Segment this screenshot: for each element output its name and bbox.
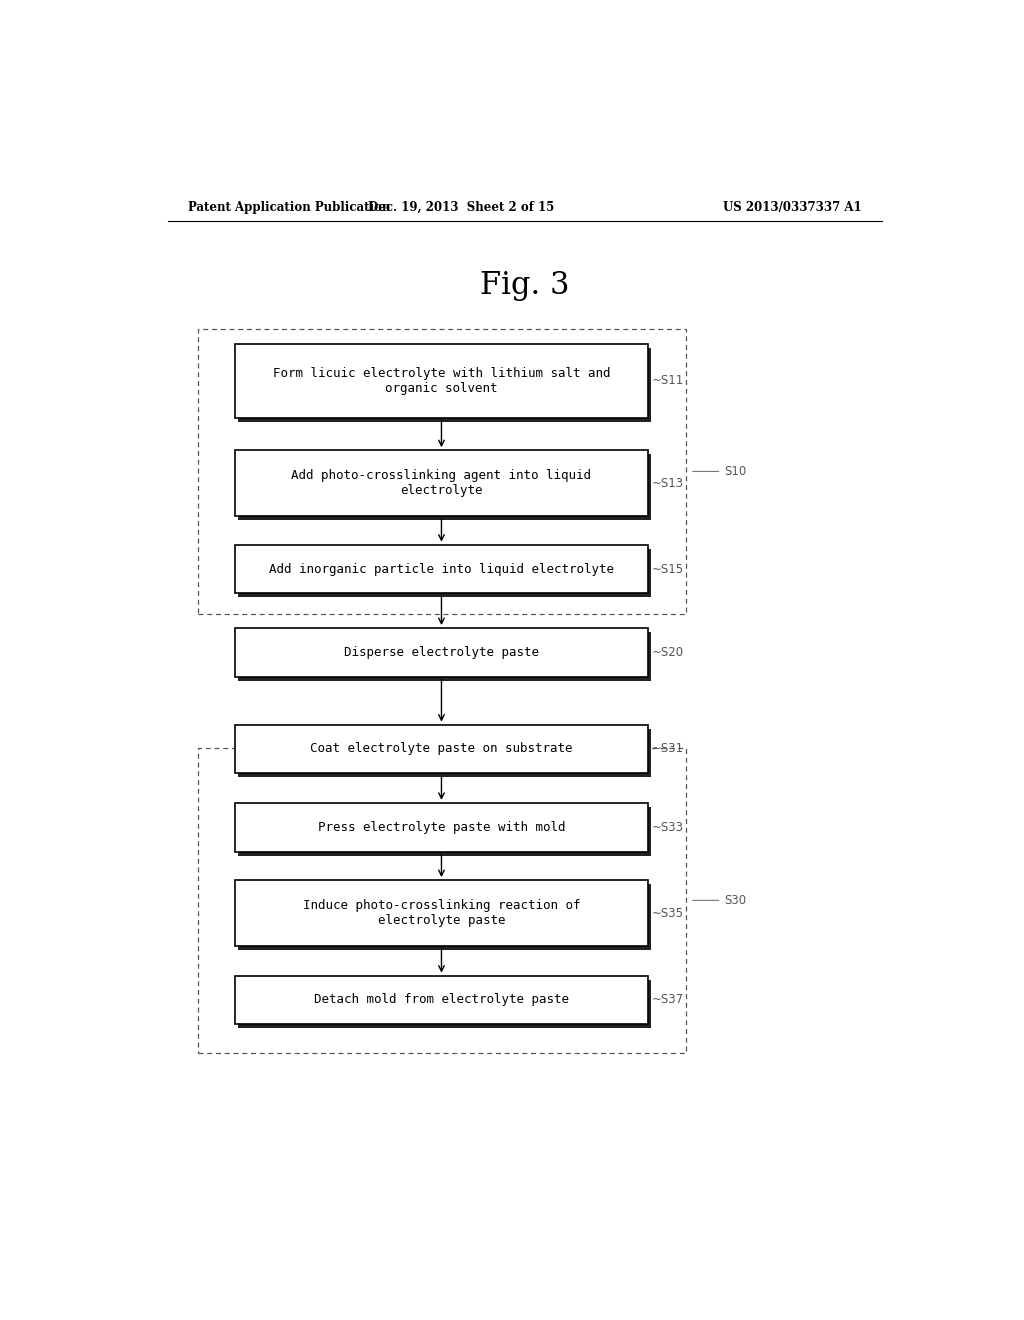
Text: ~S31: ~S31 <box>652 742 684 755</box>
Bar <box>236 880 648 946</box>
Bar <box>239 632 651 681</box>
Bar <box>239 454 651 520</box>
Text: Patent Application Publication: Patent Application Publication <box>187 201 390 214</box>
Bar <box>236 545 648 594</box>
Text: Press electrolyte paste with mold: Press electrolyte paste with mold <box>317 821 565 834</box>
Text: ~S13: ~S13 <box>652 477 684 490</box>
Bar <box>198 748 686 1053</box>
Text: US 2013/0337337 A1: US 2013/0337337 A1 <box>723 201 862 214</box>
Bar <box>239 979 651 1028</box>
Text: Detach mold from electrolyte paste: Detach mold from electrolyte paste <box>314 994 569 1006</box>
Bar <box>239 807 651 855</box>
Bar <box>198 329 686 614</box>
Bar <box>236 628 648 677</box>
Bar <box>236 725 648 774</box>
Bar <box>236 450 648 516</box>
Bar <box>236 975 648 1024</box>
Text: ~S37: ~S37 <box>652 994 684 1006</box>
Text: ~S11: ~S11 <box>652 375 684 388</box>
Bar <box>236 345 648 417</box>
Text: ~S20: ~S20 <box>652 645 684 659</box>
Bar <box>239 884 651 950</box>
Bar <box>239 729 651 777</box>
Text: Induce photo-crosslinking reaction of
electrolyte paste: Induce photo-crosslinking reaction of el… <box>303 899 581 927</box>
Text: Add photo-crosslinking agent into liquid
electrolyte: Add photo-crosslinking agent into liquid… <box>292 469 592 498</box>
Text: Dec. 19, 2013  Sheet 2 of 15: Dec. 19, 2013 Sheet 2 of 15 <box>369 201 554 214</box>
Text: Fig. 3: Fig. 3 <box>480 271 569 301</box>
Bar <box>236 803 648 851</box>
Text: ~S35: ~S35 <box>652 907 684 920</box>
Bar <box>239 549 651 598</box>
Text: S10: S10 <box>724 465 746 478</box>
Text: ~S15: ~S15 <box>652 562 684 576</box>
Text: Add inorganic particle into liquid electrolyte: Add inorganic particle into liquid elect… <box>269 562 614 576</box>
Text: Disperse electrolyte paste: Disperse electrolyte paste <box>344 645 539 659</box>
Text: Form licuic electrolyte with lithium salt and
organic solvent: Form licuic electrolyte with lithium sal… <box>272 367 610 395</box>
Bar <box>239 348 651 421</box>
Text: S30: S30 <box>724 894 746 907</box>
Text: ~S33: ~S33 <box>652 821 684 834</box>
Text: Coat electrolyte paste on substrate: Coat electrolyte paste on substrate <box>310 742 572 755</box>
